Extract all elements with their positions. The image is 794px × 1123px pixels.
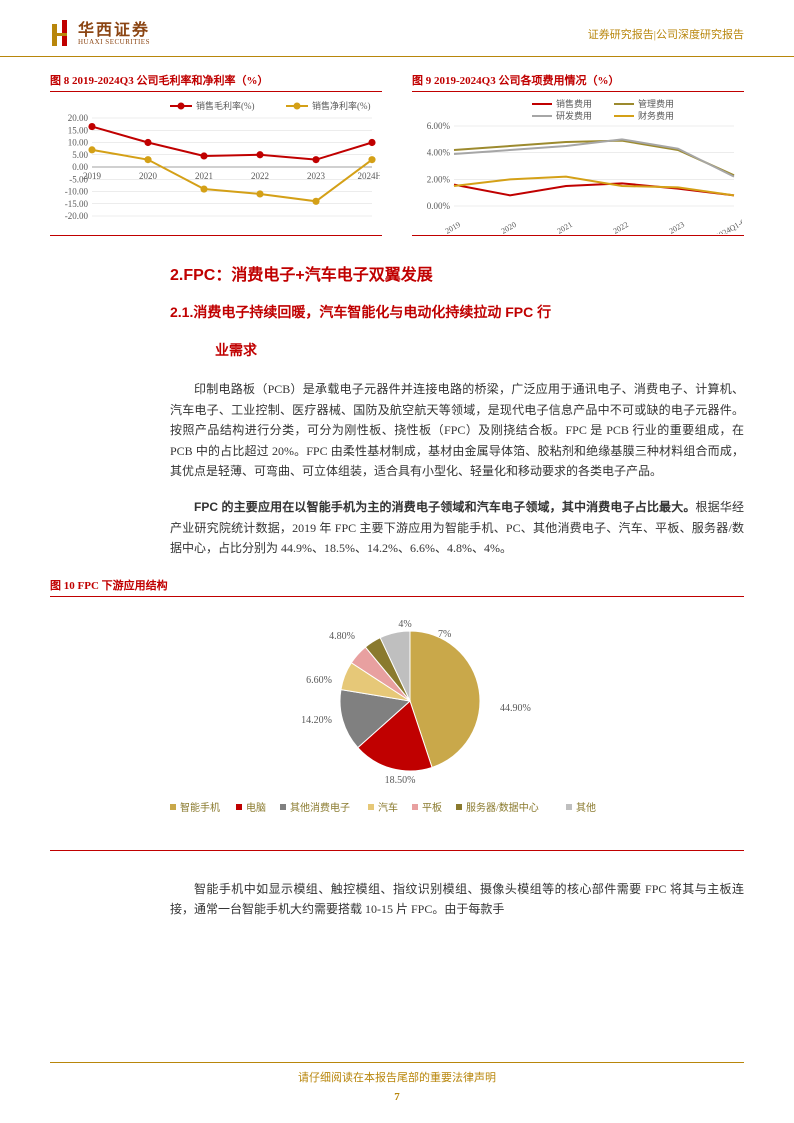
section-heading: 2.FPC：消费电子+汽车电子双翼发展 [0, 236, 794, 295]
svg-text:-15.00: -15.00 [65, 199, 89, 209]
chart8-title: 图 8 2019-2024Q3 公司毛利率和净利率（%） [50, 72, 382, 92]
chart9-title: 图 9 2019-2024Q3 公司各项费用情况（%） [412, 72, 744, 92]
svg-text:智能手机: 智能手机 [180, 801, 220, 814]
svg-text:2.00%: 2.00% [427, 174, 451, 184]
report-type-label: 证券研究报告|公司深度研究报告 [588, 26, 744, 42]
svg-text:2019: 2019 [444, 220, 462, 234]
page-header: 华西证券 HUAXI SECURITIES 证券研究报告|公司深度研究报告 [0, 0, 794, 57]
svg-text:10.00: 10.00 [68, 138, 89, 148]
svg-text:2023: 2023 [668, 220, 686, 234]
svg-text:其他: 其他 [576, 801, 596, 814]
paragraph-1: 印制电路板（PCB）是承载电子元器件并连接电路的桥梁，广泛应用于通讯电子、消费电… [0, 371, 794, 489]
svg-text:汽车: 汽车 [378, 801, 398, 814]
svg-text:14.20%: 14.20% [301, 715, 332, 726]
charts-row: 图 8 2019-2024Q3 公司毛利率和净利率（%） -20.00 -15.0… [0, 57, 794, 236]
svg-text:4.80%: 4.80% [329, 631, 355, 642]
svg-text:0.00%: 0.00% [427, 201, 451, 211]
logo: 华西证券 HUAXI SECURITIES [50, 20, 150, 48]
svg-text:44.90%: 44.90% [500, 703, 531, 714]
svg-text:-10.00: -10.00 [65, 187, 89, 197]
chart10-container: 44.90% 18.50% 14.20% 6.60% 4.80% 4% 7% 智能手机 电脑 其他… [50, 601, 744, 851]
chart8-container: 图 8 2019-2024Q3 公司毛利率和净利率（%） -20.00 -15.0… [50, 72, 382, 236]
svg-text:4.00%: 4.00% [427, 148, 451, 158]
svg-text:管理费用: 管理费用 [638, 98, 674, 109]
svg-text:研发费用: 研发费用 [556, 110, 592, 121]
footer-legal-note: 请仔细阅读在本报告尾部的重要法律声明 [50, 1062, 744, 1085]
logo-mark-icon [50, 20, 72, 48]
paragraph-3: 智能手机中如显示模组、触控模组、指纹识别模组、摄像头模组等的核心部件需要 FPC… [0, 871, 794, 928]
svg-text:2023: 2023 [307, 171, 326, 181]
svg-text:2024Q1-Q3: 2024Q1-Q3 [714, 214, 742, 234]
svg-text:服务器/数据中心: 服务器/数据中心 [466, 801, 539, 814]
svg-text:财务费用: 财务费用 [638, 110, 674, 121]
svg-text:6.60%: 6.60% [306, 675, 332, 686]
svg-text:2022: 2022 [251, 171, 269, 181]
svg-text:电脑: 电脑 [246, 801, 266, 814]
svg-text:销售费用: 销售费用 [556, 98, 592, 109]
svg-text:2020: 2020 [139, 171, 158, 181]
svg-text:6.00%: 6.00% [427, 121, 451, 131]
chart8-plot: -20.00-15.00-10.00-5.000.005.0010.0015.0… [50, 96, 382, 236]
svg-text:4%: 4% [398, 619, 411, 630]
svg-text:2021: 2021 [195, 171, 213, 181]
svg-text:5.00: 5.00 [72, 150, 88, 160]
logo-text-en: HUAXI SECURITIES [78, 39, 150, 46]
svg-text:15.00: 15.00 [68, 125, 89, 135]
svg-text:2020: 2020 [500, 220, 518, 234]
logo-text-cn: 华西证券 [78, 23, 150, 39]
svg-text:7%: 7% [438, 629, 451, 640]
svg-text:2022: 2022 [612, 220, 630, 234]
chart10-title: 图 10 FPC 下游应用结构 [50, 577, 744, 597]
svg-text:其他消费电子: 其他消费电子 [290, 801, 350, 814]
subsection-heading-line2: 业需求 [0, 333, 794, 371]
svg-text:平板: 平板 [422, 801, 442, 814]
svg-text:20.00: 20.00 [68, 113, 89, 123]
page-number: 7 [0, 1091, 794, 1103]
paragraph-2-bold: FPC 的主要应用在以智能手机为主的消费电子领域和汽车电子领域，其中消费电子占比… [194, 500, 696, 514]
svg-text:-20.00: -20.00 [65, 211, 89, 221]
svg-text:2024H1: 2024H1 [358, 171, 381, 181]
svg-text:2019: 2019 [83, 171, 102, 181]
chart9-plot: 0.00% 2.00% 4.00% 6.00% 2019 2020 2021 2022 2023… [412, 96, 744, 236]
subsection-heading-line1: 2.1.消费电子持续回暖，汽车智能化与电动化持续拉动 FPC 行 [0, 295, 794, 333]
svg-text:销售毛利率(%): 销售毛利率(%) [196, 100, 255, 111]
paragraph-2: FPC 的主要应用在以智能手机为主的消费电子领域和汽车电子领域，其中消费电子占比… [0, 489, 794, 566]
svg-text:销售净利率(%): 销售净利率(%) [312, 100, 371, 111]
svg-text:18.50%: 18.50% [385, 775, 416, 786]
svg-text:2021: 2021 [556, 220, 574, 234]
page-footer: 请仔细阅读在本报告尾部的重要法律声明 7 [0, 1062, 794, 1103]
chart9-container: 图 9 2019-2024Q3 公司各项费用情况（%） 0.00% 2.00% 4.… [412, 72, 744, 236]
